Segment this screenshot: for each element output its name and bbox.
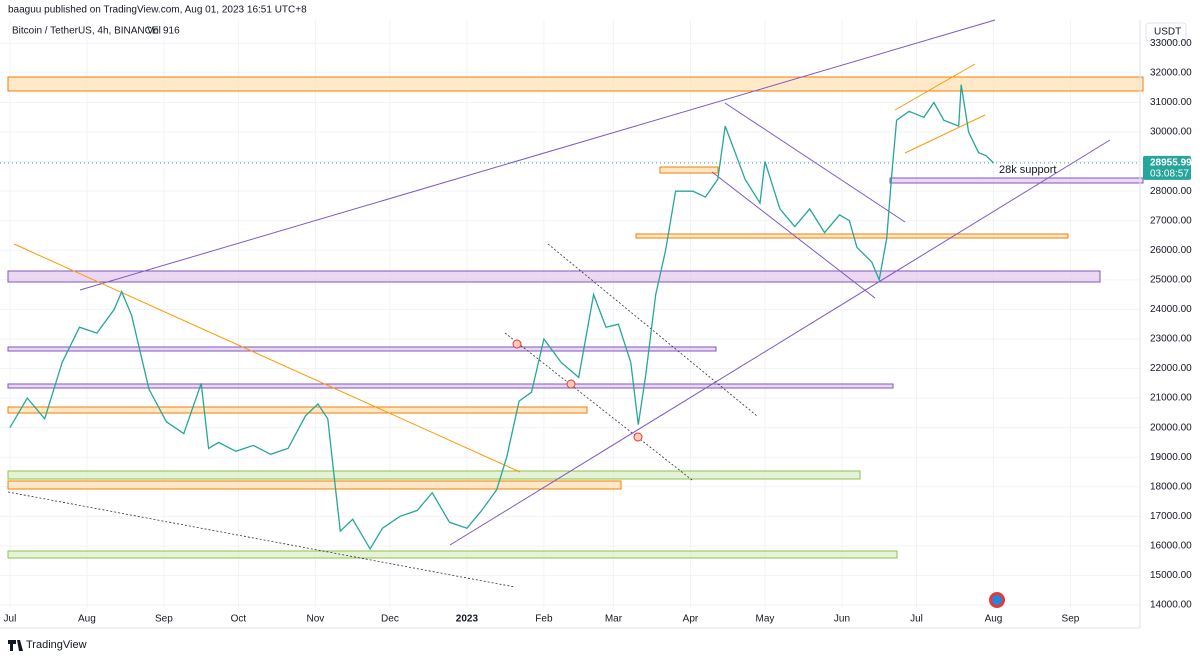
y-tick-label: 26000.00 [1150,245,1192,256]
zone [7,76,1144,92]
trend-line [7,491,516,588]
x-tick-label: Aug [985,614,1003,625]
x-tick-label: Apr [683,614,699,625]
x-tick-label: Aug [78,614,96,625]
y-tick-label: 17000.00 [1150,511,1192,522]
x-tick-label: Jun [834,614,850,625]
brand: TradingView [26,639,87,651]
y-tick-label: 30000.00 [1150,127,1192,138]
trend-line [79,19,996,291]
plot [0,84,1140,551]
trend-line [904,114,986,154]
y-tick-label: 15000.00 [1150,570,1192,581]
zone [7,383,894,389]
x-tick-label: Nov [307,614,325,625]
zone [659,166,719,174]
trend-line [13,243,521,473]
zone [889,177,1144,184]
annotation: 28k support [999,164,1056,176]
y-tick-label: 21000.00 [1150,393,1192,404]
zone [635,233,1069,239]
y-tick-label: 24000.00 [1150,304,1192,315]
y-tick-label: 18000.00 [1150,481,1192,492]
x-tick-label: May [756,614,775,625]
trend-line [711,171,876,299]
y-tick-label: 14000.00 [1150,600,1192,611]
zone [7,550,898,559]
y-tick-label: 19000.00 [1150,452,1192,463]
trend-line [724,102,906,223]
volume-label: Vol [147,26,161,37]
drawings [7,19,1144,588]
x-tick-label: Jul [4,614,17,625]
y-tick-label: 23000.00 [1150,334,1192,345]
trend-line [449,139,1111,546]
y-tick-label: 22000.00 [1150,363,1192,374]
price-line [9,84,994,551]
x-tick-label: Sep [155,614,173,625]
zone [7,270,1101,283]
y-tick-label: 32000.00 [1150,68,1192,79]
zone [7,346,717,352]
zone [7,470,861,480]
zone [7,480,622,490]
grid [0,20,1140,608]
marker [512,339,522,349]
currency-box[interactable] [1145,22,1187,42]
x-tick-label: Sep [1062,614,1080,625]
header: baaguu published on TradingView.com, Aug… [8,5,307,16]
y-tick-label: 25000.00 [1150,274,1192,285]
event-icon[interactable] [992,595,1002,605]
y-tick-label: 28000.00 [1150,186,1192,197]
y-tick-label: 33000.00 [1150,38,1192,49]
logo [8,640,23,651]
marker [633,432,643,442]
marker [566,379,576,389]
zone [7,406,588,414]
y-tick-label: 31000.00 [1150,97,1192,108]
x-tick-label: Mar [605,614,623,625]
volume: 916 [163,26,180,37]
y-tick-label: 16000.00 [1150,541,1192,552]
x-tick-label: Jul [910,614,923,625]
currency[interactable]: USDT [1154,27,1181,38]
x-tick-label: Oct [231,614,247,625]
last-price-box [1143,155,1191,180]
y-tick-label: 27000.00 [1150,215,1192,226]
trend-line [894,63,976,111]
last-price: 28955.99 [1150,158,1192,169]
x-tick-label: 2023 [456,614,479,625]
countdown: 03:08:57 [1150,169,1189,180]
x-tick-label: Dec [381,614,399,625]
x-tick-label: Feb [535,614,553,625]
y-tick-label: 20000.00 [1150,422,1192,433]
chart-title: Bitcoin / TetherUS, 4h, BINANCE [12,26,159,37]
trend-line [547,243,758,417]
